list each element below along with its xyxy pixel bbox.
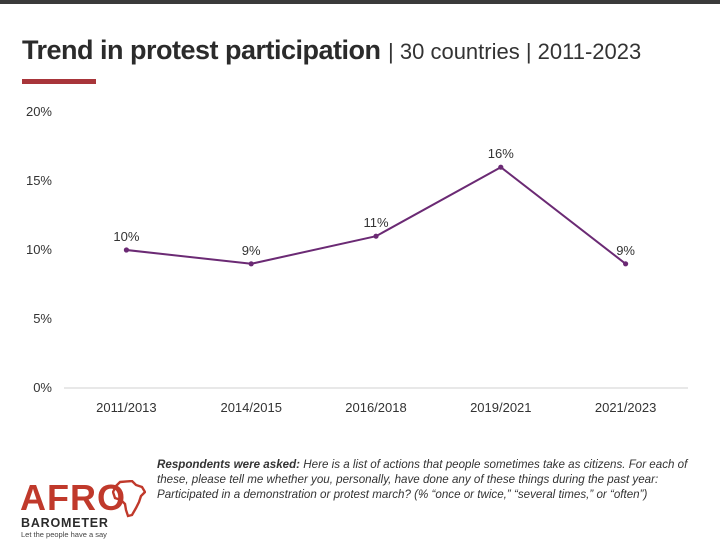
x-tick-label: 2011/2013 bbox=[96, 400, 157, 415]
logo-name: AFRO bbox=[20, 477, 126, 518]
x-axis: 2011/2013 2014/2015 2016/2018 2019/2021 2021… bbox=[64, 387, 688, 415]
y-tick-label: 15% bbox=[26, 173, 52, 188]
data-point bbox=[248, 261, 254, 267]
data-label: 11% bbox=[363, 215, 388, 230]
logo-barometer-text: BAROMETER bbox=[21, 516, 109, 530]
top-border bbox=[0, 0, 720, 4]
y-tick-label: 5% bbox=[33, 311, 52, 326]
x-tick-label: 2016/2018 bbox=[345, 400, 406, 415]
title-accent-rule bbox=[22, 79, 96, 84]
title-row: Trend in protest participation | 30 coun… bbox=[22, 34, 641, 68]
note-text: Here is a list of actions that people so… bbox=[157, 458, 688, 501]
y-tick-label: 0% bbox=[33, 380, 52, 395]
x-tick-label: 2019/2021 bbox=[470, 400, 531, 415]
logo-tagline: Let the people have a say bbox=[21, 530, 107, 539]
afrobarometer-logo: AFRO BAROMETER Let the people have a say bbox=[20, 478, 150, 539]
data-label: 16% bbox=[488, 146, 514, 161]
x-tick-label: 2021/2023 bbox=[595, 400, 656, 415]
y-axis: 0% 5% 10% 15% 20% bbox=[26, 104, 52, 395]
logo-afro-text: AFRO bbox=[20, 478, 126, 518]
data-point bbox=[373, 233, 379, 239]
line-chart: 0% 5% 10% 15% 20% 2011/2013 2014/2015 2016/201… bbox=[26, 104, 688, 415]
chart-title: Trend in protest participation bbox=[22, 35, 381, 65]
data-label: 9% bbox=[616, 243, 635, 258]
data-point bbox=[498, 164, 504, 170]
x-tick-label: 2014/2015 bbox=[220, 400, 281, 415]
data-point bbox=[123, 247, 129, 253]
data-label: 9% bbox=[242, 243, 261, 258]
series-group: 10% 9% 11% 16% 9% bbox=[113, 146, 635, 267]
africa-map-icon bbox=[112, 480, 146, 518]
chart-subtitle: | 30 countries | 2011-2023 bbox=[388, 39, 642, 64]
y-tick-label: 20% bbox=[26, 104, 52, 119]
methodology-note: Respondents were asked: Here is a list o… bbox=[157, 457, 697, 502]
y-tick-label: 10% bbox=[26, 242, 52, 257]
note-lead: Respondents were asked: bbox=[157, 458, 301, 471]
data-point bbox=[623, 261, 629, 267]
data-label: 10% bbox=[113, 229, 139, 244]
